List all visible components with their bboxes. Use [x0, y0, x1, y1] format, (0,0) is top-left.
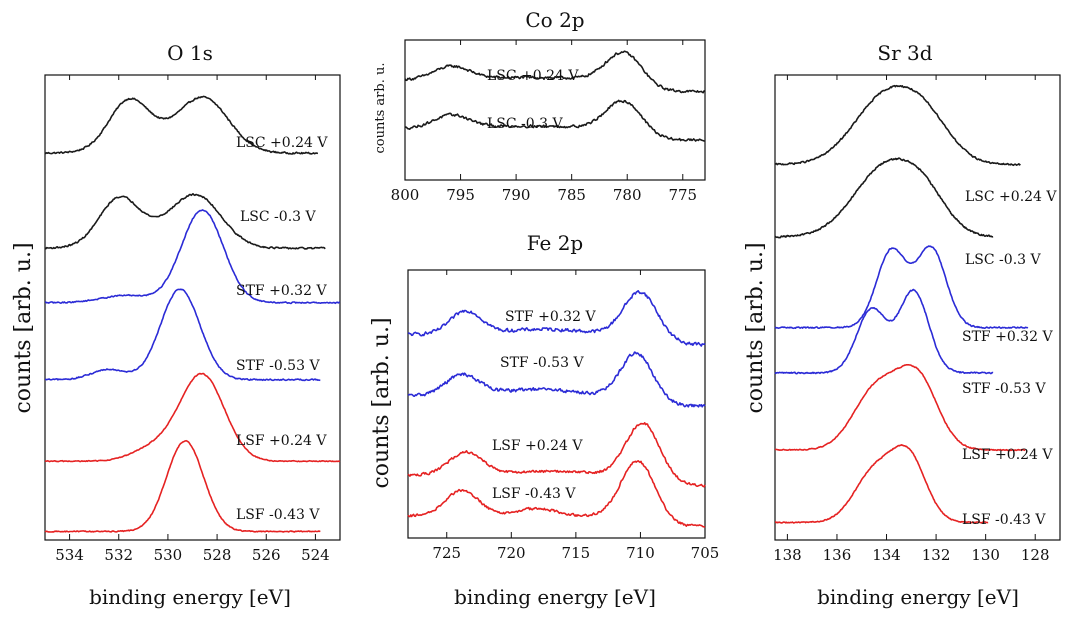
spectrum-line: [774, 157, 994, 239]
x-tick-label: 530: [154, 546, 183, 564]
x-tick-label: 532: [104, 546, 133, 564]
x-tick-label: 710: [626, 544, 655, 562]
spectrum-line: [774, 444, 989, 524]
x-tick-label: 524: [301, 546, 330, 564]
curve-labels: LSC +0.24 V LSC -0.3 V: [487, 68, 579, 132]
panel-fe2p: Fe 2p counts [arb. u.] binding energy [e…: [369, 231, 719, 609]
x-tick-label: 528: [203, 546, 232, 564]
curve-labels: STF +0.32 V STF -0.53 V LSF +0.24 V LSF …: [492, 309, 596, 502]
x-tick-label: 795: [446, 186, 475, 204]
curve-label: LSC +0.24 V: [965, 189, 1057, 205]
spectra: [44, 95, 341, 533]
panel-title: O 1s: [167, 41, 213, 65]
x-ticks: [404, 40, 684, 180]
curve-label: LSC -0.3 V: [487, 116, 563, 132]
x-tick-labels: 725 720 715 710 705: [432, 544, 719, 562]
x-tick-label: 128: [1021, 546, 1050, 564]
x-ticks: [786, 75, 1036, 540]
x-tick-label: 534: [55, 546, 84, 564]
x-tick-label: 725: [432, 544, 461, 562]
curve-label: STF -0.53 V: [962, 381, 1046, 397]
spectrum-line: [774, 245, 1029, 330]
x-axis-label: binding energy [eV]: [817, 585, 1019, 609]
spectra: [407, 290, 706, 528]
curve-label: LSF +0.24 V: [962, 447, 1053, 463]
x-tick-label: 130: [971, 546, 1000, 564]
panel-title: Sr 3d: [877, 41, 932, 65]
x-tick-label: 526: [252, 546, 281, 564]
x-tick-label: 775: [668, 186, 697, 204]
curve-label: STF -0.53 V: [500, 355, 584, 371]
y-axis-label: counts [arb. u.]: [369, 317, 394, 488]
x-tick-label: 138: [773, 546, 802, 564]
spectrum-line: [44, 95, 318, 155]
x-tick-label: 705: [691, 544, 720, 562]
x-tick-label: 780: [613, 186, 642, 204]
plot-frame: [407, 269, 706, 539]
plot-frame: [404, 39, 706, 181]
x-ticks: [446, 270, 706, 538]
spectrum-line: [44, 372, 341, 463]
curve-label: STF -0.53 V: [236, 358, 320, 374]
curve-label: LSC +0.24 V: [487, 68, 579, 84]
curve-labels: LSC +0.24 V LSC -0.3 V STF +0.32 V STF -…: [962, 189, 1057, 528]
spectrum-line: [407, 422, 706, 488]
x-tick-label: 132: [922, 546, 951, 564]
curve-label: LSF +0.24 V: [236, 433, 327, 449]
spectrum-line: [45, 288, 321, 382]
x-axis-label: binding energy [eV]: [454, 585, 656, 609]
panel-sr3d: Sr 3d counts [arb. u.] binding energy [e…: [743, 41, 1061, 609]
curve-label: LSC +0.24 V: [236, 135, 328, 151]
y-axis-label: counts [arb. u.]: [743, 242, 768, 413]
spectra: [404, 50, 706, 142]
x-tick-label: 136: [823, 546, 852, 564]
plot-frame: [44, 74, 341, 541]
x-tick-label: 720: [497, 544, 526, 562]
curve-label: LSF +0.24 V: [492, 438, 583, 454]
x-tick-labels: 534 532 530 528 526 524: [55, 546, 329, 564]
x-ticks: [69, 75, 316, 540]
curve-label: STF +0.32 V: [505, 309, 596, 325]
curve-label: LSF -0.43 V: [236, 507, 320, 523]
panel-o1s: O 1s counts [arb. u.] binding energy [eV…: [11, 41, 341, 609]
curve-label: LSF -0.43 V: [962, 512, 1046, 528]
spectrum-line: [44, 209, 341, 305]
x-tick-label: 785: [557, 186, 586, 204]
x-tick-labels: 138 136 134 132 130 128: [773, 546, 1049, 564]
spectrum-line: [774, 84, 1021, 167]
panel-title: Co 2p: [525, 8, 584, 32]
curve-labels: LSC +0.24 V LSC -0.3 V STF +0.32 V STF -…: [236, 135, 328, 523]
spectrum-line: [407, 351, 706, 408]
panel-title: Fe 2p: [527, 231, 584, 255]
x-tick-label: 790: [502, 186, 531, 204]
panel-co2p: Co 2p counts arb. u. 800 795 790 785 780 775 …: [373, 8, 706, 204]
curve-label: LSC -0.3 V: [240, 209, 316, 225]
spectrum-line: [404, 99, 706, 142]
x-tick-label: 800: [391, 186, 420, 204]
spectrum-line: [407, 290, 706, 347]
y-axis-label: counts arb. u.: [373, 63, 388, 154]
spectra: [774, 84, 1029, 524]
x-tick-label: 715: [562, 544, 591, 562]
x-axis-label: binding energy [eV]: [89, 585, 291, 609]
y-axis-label: counts [arb. u.]: [11, 242, 36, 413]
plot-frame: [774, 74, 1061, 541]
curve-label: LSC -0.3 V: [965, 252, 1041, 268]
spectrum-line: [407, 460, 706, 528]
spectrum-line: [44, 439, 321, 533]
spectrum-line: [404, 50, 705, 94]
curve-label: STF +0.32 V: [962, 329, 1053, 345]
x-tick-label: 134: [872, 546, 901, 564]
spectrum-line: [774, 364, 1026, 452]
curve-label: STF +0.32 V: [236, 283, 327, 299]
x-tick-labels: 800 795 790 785 780 775: [391, 186, 697, 204]
curve-label: LSF -0.43 V: [492, 486, 576, 502]
spectrum-line: [44, 193, 326, 250]
spectrum-line: [774, 288, 994, 375]
